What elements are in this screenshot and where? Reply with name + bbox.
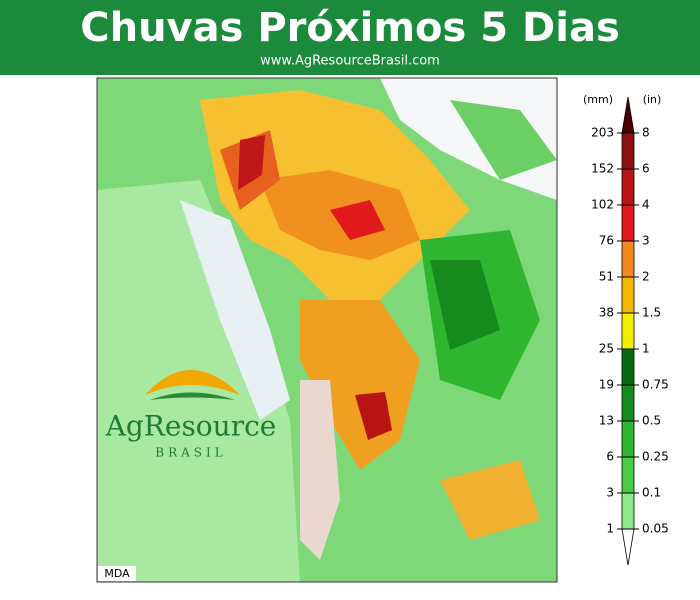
legend-in-label: 4 bbox=[642, 198, 650, 212]
map: MDA AgResource BRASIL bbox=[96, 77, 558, 583]
colorbar-segment bbox=[621, 276, 635, 314]
header-bar bbox=[0, 0, 700, 75]
logo-name: AgResource bbox=[105, 410, 277, 443]
legend-in-label: 1 bbox=[642, 342, 650, 356]
colorbar-segment bbox=[621, 132, 635, 170]
legend-mm-label: 203 bbox=[591, 126, 614, 140]
legend: (mm) (in) 203 8 152 6 102 4 76 3 51 2 38 1.5 25 1 19 0.… bbox=[583, 93, 669, 566]
colorbar-segment bbox=[621, 204, 635, 242]
colorbar-segment bbox=[621, 240, 635, 278]
legend-mm-label: 51 bbox=[599, 270, 614, 284]
legend-in-label: 1.5 bbox=[642, 306, 661, 320]
legend-in-label: 3 bbox=[642, 234, 650, 248]
legend-mm-label: 19 bbox=[599, 378, 614, 392]
colorbar-segment bbox=[621, 168, 635, 206]
colorbar-segment bbox=[621, 384, 635, 422]
legend-mm-label: 1 bbox=[606, 522, 614, 536]
legend-in-label: 6 bbox=[642, 162, 650, 176]
legend-in-label: 0.5 bbox=[642, 414, 661, 428]
logo-tagline: BRASIL bbox=[155, 446, 226, 460]
legend-in-label: 0.05 bbox=[642, 522, 669, 536]
legend-unit-mm: (mm) bbox=[583, 93, 613, 106]
colorbar-segment bbox=[621, 492, 635, 530]
colorbar-segment bbox=[621, 312, 635, 350]
legend-in-label: 2 bbox=[642, 270, 650, 284]
legend-in-label: 0.1 bbox=[642, 486, 661, 500]
legend-mm-label: 13 bbox=[599, 414, 614, 428]
legend-in-label: 0.25 bbox=[642, 450, 669, 464]
legend-mm-label: 102 bbox=[591, 198, 614, 212]
legend-mm-label: 76 bbox=[599, 234, 614, 248]
map-credit: MDA bbox=[104, 567, 130, 580]
colorbar-arrow-top bbox=[621, 96, 635, 134]
legend-mm-label: 3 bbox=[606, 486, 614, 500]
subtitle: www.AgResourceBrasil.com bbox=[260, 54, 440, 69]
legend-unit-in: (in) bbox=[643, 93, 662, 106]
legend-in-label: 8 bbox=[642, 126, 650, 140]
colorbar-segment bbox=[621, 420, 635, 458]
legend-mm-label: 152 bbox=[591, 162, 614, 176]
legend-mm-label: 25 bbox=[599, 342, 614, 356]
legend-mm-label: 6 bbox=[606, 450, 614, 464]
logo: AgResource BRASIL bbox=[105, 370, 277, 460]
legend-in-label: 0.75 bbox=[642, 378, 669, 392]
colorbar-segment bbox=[621, 348, 635, 386]
legend-mm-label: 38 bbox=[599, 306, 614, 320]
colorbar-segment bbox=[621, 456, 635, 494]
colorbar-arrow-bottom bbox=[621, 528, 635, 566]
title: Chuvas Próximos 5 Dias bbox=[80, 5, 620, 51]
